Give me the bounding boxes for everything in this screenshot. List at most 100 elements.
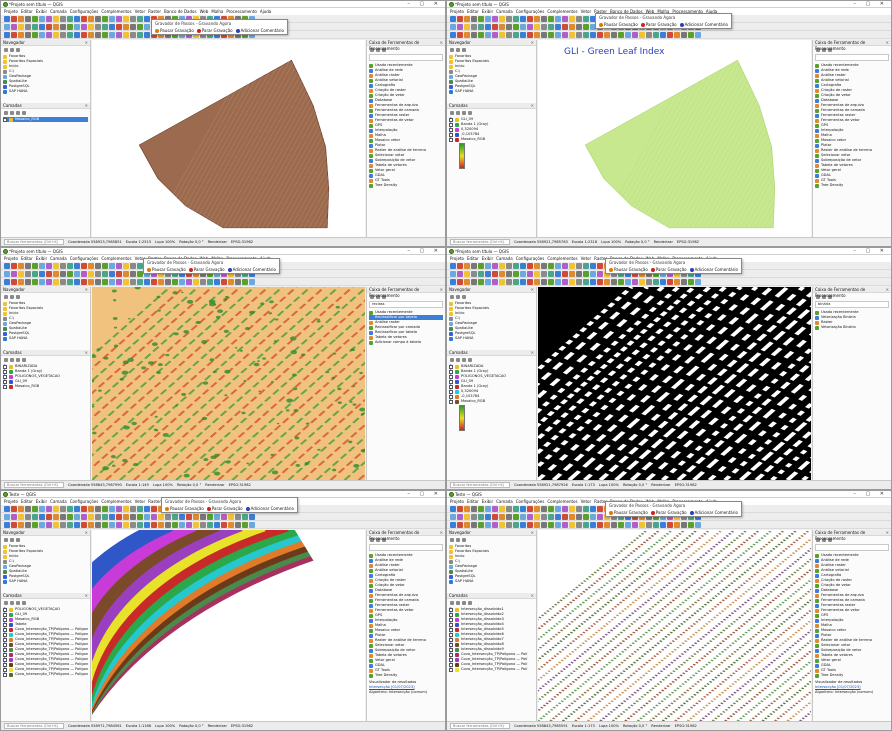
processing-search-input[interactable]: reclass <box>369 301 443 308</box>
browser-item[interactable]: Favoritos Espaciais <box>3 306 88 311</box>
layer-checkbox[interactable] <box>3 607 7 612</box>
layer-item[interactable]: Intersecção_dissolvido5 <box>449 627 534 632</box>
processing-item[interactable]: Selecionar vetor <box>815 153 889 158</box>
processing-item[interactable]: Cartografia <box>815 573 889 578</box>
toolbar-icon[interactable] <box>569 15 575 22</box>
toolbar-icon[interactable] <box>450 15 456 22</box>
layer-checkbox[interactable] <box>3 667 7 672</box>
toolbar-icon[interactable] <box>235 521 241 528</box>
toolbar-icon[interactable] <box>109 23 115 30</box>
layer-item[interactable]: Intersecção_dissolvido8 <box>449 642 534 647</box>
toolbar-icon[interactable] <box>520 31 526 38</box>
toolbar-icon[interactable] <box>165 521 171 528</box>
toolbar-icon[interactable] <box>464 513 470 520</box>
layer-item[interactable]: Tabela <box>3 622 88 627</box>
pause-recording-button[interactable]: Pausar Gravação <box>609 510 648 515</box>
map-canvas[interactable] <box>92 287 365 480</box>
layer-checkbox[interactable] <box>449 384 453 389</box>
close-icon[interactable]: ✕ <box>885 530 889 535</box>
toolbar-icon[interactable] <box>506 15 512 22</box>
toolbar-icon[interactable] <box>506 31 512 38</box>
toolbar-icon[interactable] <box>583 31 589 38</box>
processing-search-input[interactable] <box>369 544 443 551</box>
status-5[interactable]: EPSG:31982 <box>676 240 700 244</box>
processing-item[interactable]: Plotar <box>815 143 889 148</box>
toolbar-icon[interactable] <box>207 15 213 22</box>
toolbar-icon[interactable] <box>597 278 603 285</box>
toolbar-icon[interactable] <box>242 278 248 285</box>
browser-item[interactable]: PostgreSQL <box>449 574 534 579</box>
processing-item[interactable]: Usado recentemente <box>815 310 889 315</box>
toolbar-icon[interactable] <box>632 278 638 285</box>
layer-item[interactable]: Mosaico_RGB <box>449 137 534 142</box>
toolbar-icon[interactable] <box>688 31 694 38</box>
menu-0[interactable]: Projeto <box>4 499 18 504</box>
toolbar-icon[interactable] <box>53 15 59 22</box>
toolbar-icon[interactable] <box>102 278 108 285</box>
toolbar-icon[interactable] <box>144 521 150 528</box>
toolbar-icon[interactable] <box>611 31 617 38</box>
toolbar-icon[interactable] <box>569 505 575 512</box>
processing-item[interactable]: Ferramentas de vetor <box>815 608 889 613</box>
browser-item[interactable]: SAP HANA <box>449 579 534 584</box>
toolbar-icon[interactable] <box>207 521 213 528</box>
toolbar-icon[interactable] <box>555 270 561 277</box>
layer-item[interactable]: Cova_Intersecção_TP/Polígono — Polígono_… <box>3 647 88 652</box>
browser-item[interactable]: GeoPackage <box>3 74 88 79</box>
toolbar-icon[interactable] <box>555 513 561 520</box>
toolbar-icon[interactable] <box>646 31 652 38</box>
menu-6[interactable]: Vetor <box>580 256 592 261</box>
toolbar-icon[interactable] <box>590 262 596 269</box>
toolbar-icon[interactable] <box>534 15 540 22</box>
toolbar-icon[interactable] <box>527 278 533 285</box>
toolbar-icon[interactable] <box>583 278 589 285</box>
toolbar-icon[interactable] <box>548 521 554 528</box>
toolbar-icon[interactable] <box>109 31 115 38</box>
layer-item[interactable]: POLIGONOS_VEGETACAO <box>3 374 88 379</box>
toolbar-icon[interactable] <box>228 15 234 22</box>
processing-item[interactable]: GT Tools <box>369 178 443 183</box>
toolbar-icon[interactable] <box>102 31 108 38</box>
menu-6[interactable]: Vetor <box>134 9 146 14</box>
toolbar-icon[interactable] <box>464 270 470 277</box>
toolbar-icon[interactable] <box>513 15 519 22</box>
history-icon[interactable] <box>822 294 826 299</box>
toolbar-icon[interactable] <box>4 270 10 277</box>
filter-icon[interactable] <box>16 357 20 362</box>
toolbar-icon[interactable] <box>102 505 108 512</box>
toolbar-icon[interactable] <box>11 23 17 30</box>
toolbar-icon[interactable] <box>179 513 185 520</box>
toolbar-icon[interactable] <box>102 513 108 520</box>
toolbar-icon[interactable] <box>695 521 701 528</box>
toolbar-icon[interactable] <box>25 23 31 30</box>
toolbar-icon[interactable] <box>151 513 157 520</box>
layer-item[interactable]: Cova_Intersecção_TP/Polígono — Polígono_… <box>3 642 88 647</box>
processing-item[interactable]: Tabela de vetores <box>369 653 443 658</box>
processing-item[interactable]: Interpolação <box>369 618 443 623</box>
toolbar-icon[interactable] <box>4 521 10 528</box>
close-icon[interactable]: ✕ <box>439 530 443 535</box>
toolbar-icon[interactable] <box>695 31 701 38</box>
layer-checkbox[interactable] <box>449 374 453 379</box>
toolbar-icon[interactable] <box>88 23 94 30</box>
menu-4[interactable]: Configurações <box>515 256 545 261</box>
toolbar-icon[interactable] <box>576 513 582 520</box>
toolbar-icon[interactable] <box>681 278 687 285</box>
toolbar-icon[interactable] <box>95 505 101 512</box>
menu-2[interactable]: Exibir <box>481 499 494 504</box>
toolbar-icon[interactable] <box>611 278 617 285</box>
processing-item[interactable]: Database <box>815 588 889 593</box>
toolbar-icon[interactable] <box>116 262 122 269</box>
toolbar-icon[interactable] <box>457 521 463 528</box>
processing-item[interactable]: Vetorização Binária <box>815 315 889 320</box>
toolbar-icon[interactable] <box>144 513 150 520</box>
toolbar-icon[interactable] <box>604 31 610 38</box>
menu-5[interactable]: Complementos <box>547 9 578 14</box>
toolbar-icon[interactable] <box>520 15 526 22</box>
toolbar-icon[interactable] <box>137 23 143 30</box>
processing-item[interactable]: Ferramentas de arquivo <box>815 593 889 598</box>
toolbar-icon[interactable] <box>130 15 136 22</box>
toolbar-icon[interactable] <box>590 23 596 30</box>
toolbar-icon[interactable] <box>457 15 463 22</box>
toolbar-icon[interactable] <box>576 278 582 285</box>
